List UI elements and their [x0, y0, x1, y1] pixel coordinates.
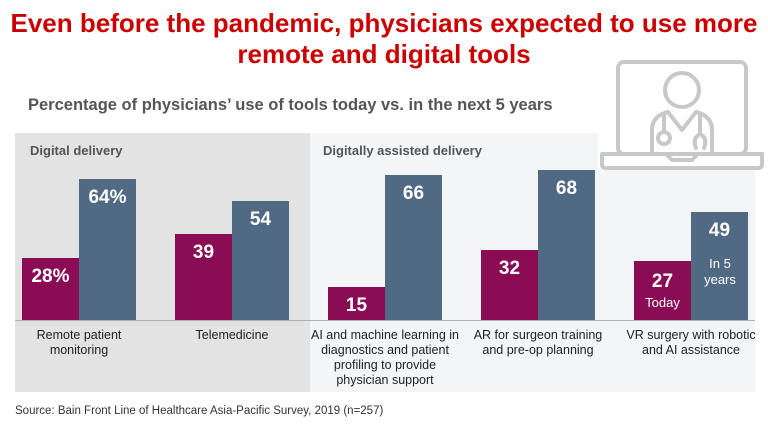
data-label: 49 [708, 220, 731, 242]
data-label: 27 [651, 270, 674, 292]
bar-today [328, 287, 385, 320]
bar-in-5-years [79, 179, 136, 320]
data-label: 32 [498, 257, 521, 279]
laptop-doctor-icon [598, 58, 766, 170]
category-label: Remote patient monitoring [36, 328, 122, 357]
source-note: Source: Bain Front Line of Healthcare As… [15, 405, 384, 417]
series-label: In 5 years [704, 256, 736, 288]
bar-in-5-years [538, 170, 595, 320]
group-label: Digitally assisted delivery [323, 143, 482, 158]
bar-in-5-years [691, 212, 748, 320]
data-label: 64% [88, 187, 127, 209]
bar-in-5-years [232, 201, 289, 320]
bar-today [175, 234, 232, 320]
category-label: AI and machine learning in diagnostics a… [310, 328, 459, 387]
baseline [15, 320, 755, 321]
bar-in-5-years [385, 174, 442, 320]
data-label: 66 [402, 182, 425, 204]
data-label: 28% [31, 266, 70, 288]
data-label: 68 [555, 178, 578, 200]
data-label: 15 [345, 295, 368, 316]
group-label: Digital delivery [30, 143, 123, 158]
bar-today [481, 249, 538, 320]
category-label: VR surgery with robotic and AI assistanc… [626, 328, 756, 357]
page-title: Even before the pandemic, physicians exp… [10, 8, 758, 69]
category-label: Telemedicine [195, 328, 269, 342]
series-label: Today [645, 294, 680, 310]
bar-today [22, 258, 79, 320]
data-label: 39 [192, 242, 215, 264]
bar-today [634, 260, 691, 320]
data-label: 54 [249, 209, 272, 231]
chart-title: Percentage of physicians’ use of tools t… [28, 96, 553, 114]
category-label: AR for surgeon training and pre-op plann… [473, 328, 603, 357]
